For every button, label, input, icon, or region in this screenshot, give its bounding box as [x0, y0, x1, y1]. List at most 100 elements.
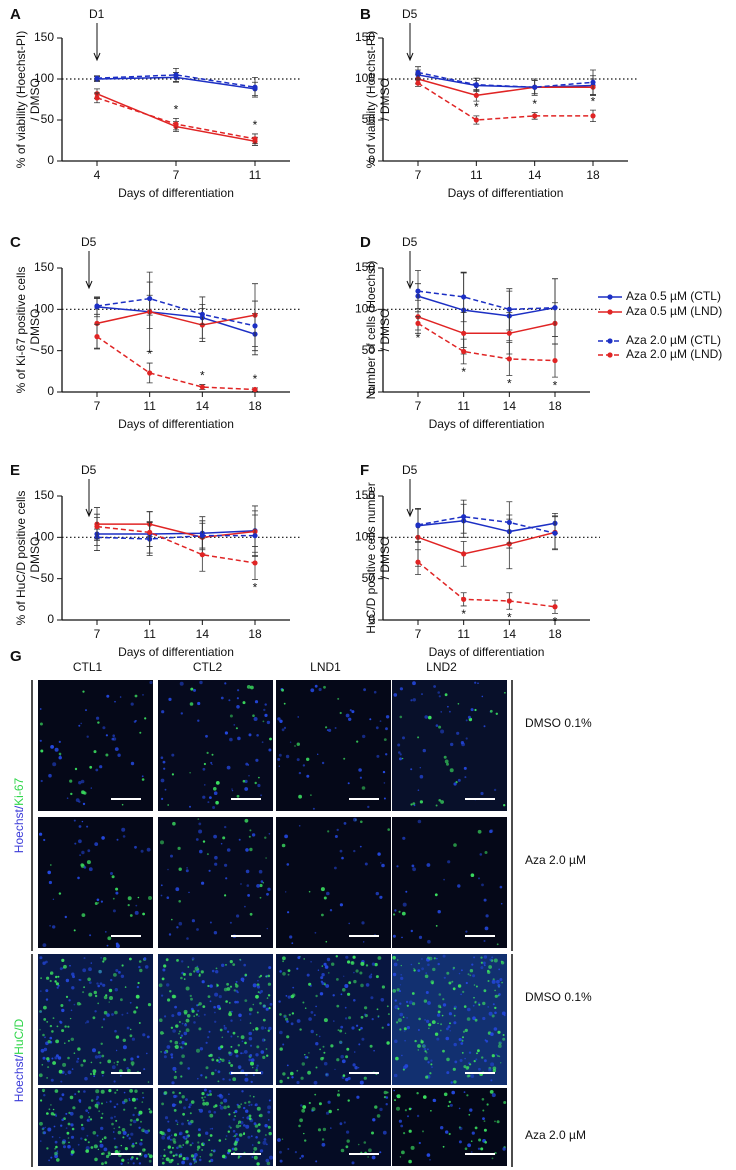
cell-dot — [158, 983, 163, 988]
cell-dot — [328, 728, 332, 733]
cell-dot — [426, 1153, 431, 1157]
cell-dot — [287, 973, 290, 976]
cell-dot — [204, 1096, 206, 1098]
cell-dot — [310, 794, 312, 796]
cell-dot — [93, 1144, 98, 1149]
cell-dot — [108, 1089, 112, 1093]
cell-dot — [39, 739, 42, 742]
cell-dot — [291, 1076, 294, 1079]
cell-dot — [354, 1066, 358, 1070]
cell-dot — [339, 1029, 343, 1033]
cell-dot — [348, 922, 351, 925]
cell-dot — [497, 1030, 501, 1034]
cell-dot — [211, 753, 214, 756]
cell-dot — [81, 913, 86, 917]
data-point — [147, 295, 153, 302]
cell-dot — [412, 867, 416, 872]
cell-dot — [408, 1000, 413, 1005]
cell-dot — [101, 1152, 104, 1155]
cell-dot — [443, 755, 447, 759]
cell-dot — [257, 1129, 261, 1133]
cell-dot — [86, 1134, 89, 1137]
cell-dot — [277, 1138, 281, 1142]
cell-dot — [242, 1116, 245, 1119]
cell-dot — [438, 993, 442, 996]
cell-dot — [201, 1096, 204, 1099]
cell-dot — [199, 849, 203, 854]
cell-dot — [149, 680, 153, 685]
cell-dot — [419, 774, 424, 779]
cell-dot — [163, 767, 166, 770]
cell-dot — [444, 759, 449, 764]
cell-dot — [90, 962, 93, 964]
data-point — [590, 79, 596, 85]
cell-dot — [441, 1014, 444, 1017]
cell-dot — [95, 768, 99, 772]
cell-dot — [111, 875, 115, 879]
cell-dot — [80, 1063, 84, 1067]
y-axis-title: / DMSO — [378, 309, 392, 352]
cell-dot — [339, 903, 343, 907]
cell-dot — [470, 873, 475, 877]
data-point — [461, 330, 467, 336]
cell-dot — [106, 1101, 108, 1103]
cell-dot — [115, 1119, 118, 1122]
cell-dot — [42, 961, 46, 965]
cell-dot — [214, 862, 218, 866]
cell-dot — [279, 1159, 283, 1163]
cell-dot — [413, 804, 416, 807]
cell-dot — [195, 838, 199, 841]
cell-dot — [429, 1072, 432, 1075]
cell-dot — [386, 1041, 390, 1045]
cell-dot — [393, 962, 398, 967]
cell-dot — [98, 1110, 101, 1113]
cell-dot — [343, 975, 345, 977]
cell-dot — [406, 1017, 408, 1019]
annotation: D5 — [402, 463, 418, 477]
cell-dot — [185, 1098, 188, 1101]
cell-dot — [442, 1145, 445, 1148]
cell-dot — [70, 1123, 74, 1127]
cell-dot — [161, 1161, 165, 1165]
cell-dot — [398, 910, 401, 913]
cell-dot — [180, 976, 183, 980]
cell-dot — [214, 1020, 217, 1023]
cell-dot — [170, 854, 173, 858]
cell-dot — [77, 1090, 80, 1093]
cell-dot — [325, 1072, 329, 1077]
cell-dot — [376, 754, 380, 758]
cell-dot — [450, 1081, 453, 1084]
micrograph — [392, 817, 507, 948]
cell-dot — [256, 1064, 259, 1067]
cell-dot — [218, 1139, 222, 1142]
series-line — [96, 534, 255, 540]
cell-dot — [70, 1150, 75, 1154]
cell-dot — [431, 1066, 433, 1068]
cell-dot — [453, 1042, 457, 1047]
cell-dot — [408, 1129, 412, 1133]
cell-dot — [185, 1135, 189, 1139]
cell-dot — [427, 963, 430, 967]
cell-dot — [320, 976, 324, 980]
x-tick-label: 11 — [457, 627, 470, 641]
cell-dot — [70, 1037, 75, 1042]
cell-dot — [163, 1051, 167, 1054]
cell-dot — [336, 1093, 341, 1097]
x-tick-label: 11 — [470, 168, 483, 182]
cell-dot — [392, 934, 396, 938]
cell-dot — [408, 1159, 412, 1164]
cell-dot — [393, 913, 396, 916]
cell-dot — [470, 1140, 473, 1142]
cell-dot — [83, 957, 86, 960]
cell-dot — [399, 984, 402, 986]
cell-dot — [106, 1013, 110, 1017]
cell-dot — [172, 1066, 177, 1071]
cell-dot — [127, 904, 130, 907]
cell-dot — [396, 865, 399, 868]
cell-dot — [127, 1133, 130, 1136]
cell-dot — [143, 957, 147, 961]
cell-dot — [308, 890, 311, 893]
cell-dot — [179, 1153, 183, 1156]
cell-dot — [228, 1012, 233, 1017]
cell-dot — [460, 1038, 463, 1041]
